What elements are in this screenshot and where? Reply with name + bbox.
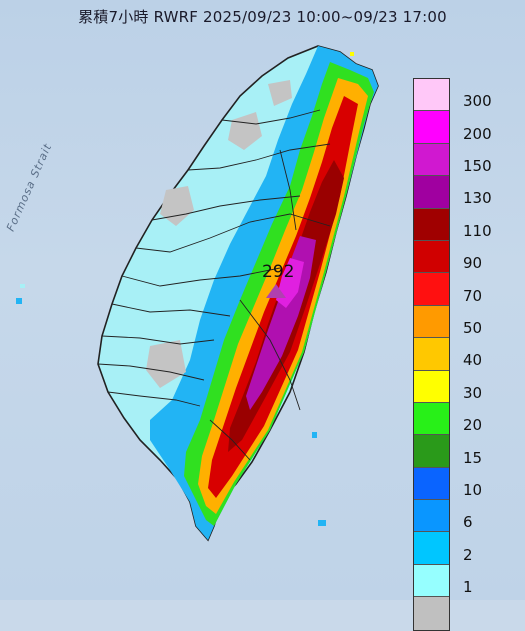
peak-value-label: 292 xyxy=(262,262,295,282)
legend-label: 90 xyxy=(463,254,483,273)
legend-swatch xyxy=(414,208,449,241)
legend-label: 2 xyxy=(463,545,473,564)
legend-swatch xyxy=(414,597,449,630)
legend-swatch xyxy=(414,143,449,177)
patch-grey-1 xyxy=(160,186,194,226)
offshore-island xyxy=(20,284,25,288)
legend-label: 40 xyxy=(463,351,483,370)
legend-label: 15 xyxy=(463,448,483,467)
legend-swatch xyxy=(414,240,449,274)
county-boundaries xyxy=(97,109,331,461)
color-legend xyxy=(413,78,450,631)
offshore-island xyxy=(312,432,317,438)
legend-swatch xyxy=(414,273,449,306)
legend-swatch xyxy=(414,500,449,533)
offshore-island xyxy=(350,52,354,56)
legend-label: 110 xyxy=(463,221,492,240)
legend-label: 70 xyxy=(463,286,483,305)
legend-swatch xyxy=(414,532,449,565)
legend-label: 150 xyxy=(463,157,492,175)
legend-label: 20 xyxy=(463,416,483,435)
legend-label: 6 xyxy=(463,513,473,532)
legend-label: 300 xyxy=(463,92,492,111)
patch-grey-3 xyxy=(146,340,186,388)
map-title: 累積7小時 RWRF 2025/09/23 10:00~09/23 17:00 xyxy=(78,8,447,26)
legend-label: 130 xyxy=(463,189,492,208)
offshore-island xyxy=(318,520,326,526)
legend-label: 30 xyxy=(463,383,483,402)
legend-swatch xyxy=(414,79,449,112)
legend-swatch xyxy=(414,111,449,144)
legend-swatch xyxy=(414,402,449,436)
legend-swatch xyxy=(414,435,449,468)
legend-swatch xyxy=(414,467,449,501)
legend-label: 1 xyxy=(463,578,473,597)
offshore-island xyxy=(16,298,22,304)
legend-swatch xyxy=(414,370,449,403)
legend-label: 200 xyxy=(463,124,492,143)
legend-label: 10 xyxy=(463,481,483,499)
patch-grey-4 xyxy=(268,80,292,106)
legend-swatch xyxy=(414,305,449,339)
legend-swatch xyxy=(414,176,449,209)
peak-triangle-icon xyxy=(266,284,286,298)
legend-label: 50 xyxy=(463,319,483,337)
legend-swatch xyxy=(414,564,449,598)
legend-swatch xyxy=(414,338,449,371)
